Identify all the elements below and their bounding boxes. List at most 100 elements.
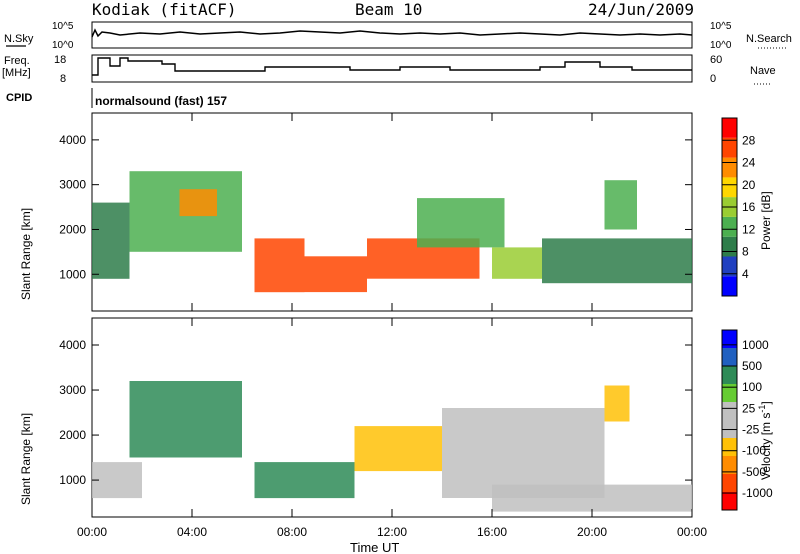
power-region-2 bbox=[179, 189, 217, 217]
power-colorbar-tick-label-1: 8 bbox=[742, 245, 749, 259]
power-ytick-label-0: 1000 bbox=[59, 267, 86, 281]
xtick-label-2: 08:00 bbox=[277, 525, 307, 539]
power-region-7 bbox=[492, 247, 542, 279]
power-region-4 bbox=[304, 256, 367, 293]
vel-colorbar-seg-0 bbox=[722, 492, 737, 510]
power-colorbar-seg-1 bbox=[722, 256, 737, 277]
nsky-tick-low: 10^0 bbox=[52, 40, 74, 51]
cpid-label: CPID bbox=[6, 92, 32, 104]
xtick-label-3: 12:00 bbox=[377, 525, 407, 539]
vel-colorbar-seg-2 bbox=[722, 456, 737, 474]
freq-tick-high: 18 bbox=[54, 54, 66, 66]
vel-region-2 bbox=[254, 462, 355, 499]
vel-region-0 bbox=[92, 462, 142, 499]
xtick-label-1: 04:00 bbox=[177, 525, 207, 539]
xtick-label-6: 00:00 bbox=[677, 525, 707, 539]
power-y-axis: 1000 2000 3000 4000 bbox=[59, 133, 692, 281]
vel-colorbar-seg-7 bbox=[722, 366, 737, 384]
power-region-9 bbox=[604, 180, 637, 230]
vel-colorbar-seg-6 bbox=[722, 384, 737, 402]
nsky-panel: N.Sky 10^5 10^0 10^5 10^0 N.Search bbox=[4, 21, 792, 51]
vel-colorbar-seg-8 bbox=[722, 348, 737, 366]
velocity-colorbar-label: Velocity [m s-1] bbox=[757, 401, 773, 480]
power-colorbar-tick-label-0: 4 bbox=[742, 267, 749, 281]
xtick-label-4: 16:00 bbox=[477, 525, 507, 539]
power-colorbar-seg-7 bbox=[722, 137, 737, 158]
nsky-label: N.Sky bbox=[4, 33, 34, 45]
vel-colorbar-seg-3 bbox=[722, 438, 737, 456]
vel-region-3 bbox=[354, 426, 442, 472]
power-colorbar-tick-label-2: 12 bbox=[742, 222, 756, 236]
vel-colorbar-tick-label-7: -1000 bbox=[742, 486, 773, 500]
power-region-3 bbox=[254, 238, 305, 293]
power-colorbar: 4 8 12 16 20 24 28 bbox=[721, 117, 756, 297]
power-colorbar-tick-label-3: 16 bbox=[742, 200, 756, 214]
power-region-6 bbox=[417, 198, 505, 248]
xtick-label-0: 00:00 bbox=[77, 525, 107, 539]
vel-colorbar-tick-label-0: 1000 bbox=[742, 338, 769, 352]
nsearch-tick-low: 10^0 bbox=[710, 40, 732, 51]
velocity-panel: 1000 2000 3000 4000 Slant Range [km] 1000 50… bbox=[19, 317, 773, 518]
nsky-tick-high: 10^5 bbox=[52, 21, 74, 32]
nave-tick-low: 0 bbox=[710, 73, 716, 85]
velocity-y-axis: 1000 2000 3000 4000 bbox=[59, 338, 692, 487]
vel-colorbar-tick-label-4: -25 bbox=[742, 423, 760, 437]
vel-ytick-label-2: 3000 bbox=[59, 383, 86, 397]
cpid-value: normalsound (fast) 157 bbox=[95, 94, 227, 108]
beam-title: Beam 10 bbox=[355, 0, 422, 19]
vel-region-6 bbox=[492, 484, 692, 512]
nsearch-tick-high: 10^5 bbox=[710, 21, 732, 32]
power-region-8 bbox=[542, 238, 692, 284]
vel-colorbar-seg-9 bbox=[722, 330, 737, 348]
power-ylabel: Slant Range [km] bbox=[19, 208, 33, 300]
power-colorbar-seg-3 bbox=[722, 216, 737, 237]
freq-label-line2: [MHz] bbox=[2, 67, 31, 79]
vel-ytick-label-1: 2000 bbox=[59, 428, 86, 442]
vel-colorbar-tick-label-5: -100 bbox=[742, 444, 766, 458]
vel-region-1 bbox=[129, 381, 242, 458]
vel-colorbar-frame bbox=[721, 329, 738, 511]
vel-colorbar-seg-5 bbox=[722, 402, 737, 420]
power-colorbar-seg-8 bbox=[722, 118, 737, 138]
power-colorbar-tick-label-6: 28 bbox=[742, 133, 756, 147]
station-title: Kodiak (fitACF) bbox=[92, 0, 237, 19]
vel-ytick-label-3: 4000 bbox=[59, 338, 86, 352]
xtick-label-5: 20:00 bbox=[577, 525, 607, 539]
freq-tick-low: 8 bbox=[60, 73, 66, 85]
nsearch-label: N.Search bbox=[746, 33, 792, 45]
velocity-colorbar: 1000 500 100 25 -25 -100 -500 -1000 bbox=[721, 329, 773, 511]
power-ytick-label-3: 4000 bbox=[59, 133, 86, 147]
power-ytick-label-2: 3000 bbox=[59, 178, 86, 192]
time-axis: 00:00 04:00 08:00 12:00 16:00 20:00 00:00 bbox=[77, 113, 707, 539]
vel-colorbar-seg-4 bbox=[722, 420, 737, 438]
vel-colorbar-tick-label-3: 25 bbox=[742, 401, 756, 415]
x-axis-label: Time UT bbox=[350, 540, 399, 554]
freq-panel: Freq. [MHz] 18 8 60 0 Nave bbox=[2, 54, 776, 85]
vel-colorbar-tick-label-6: -500 bbox=[742, 465, 766, 479]
nave-tick-high: 60 bbox=[710, 54, 722, 66]
vel-colorbar-tick-label-2: 100 bbox=[742, 380, 762, 394]
power-colorbar-seg-0 bbox=[722, 276, 737, 296]
power-colorbar-seg-6 bbox=[722, 157, 737, 178]
power-colorbar-label: Power [dB] bbox=[759, 191, 773, 250]
date-title: 24/Jun/2009 bbox=[588, 0, 694, 19]
vel-colorbar-seg-1 bbox=[722, 474, 737, 492]
power-colorbar-tick-label-4: 20 bbox=[742, 178, 756, 192]
power-ytick-label-1: 2000 bbox=[59, 222, 86, 236]
power-panel: 1000 2000 3000 4000 Slant Range [km] 4 8 12 16… bbox=[19, 112, 773, 312]
velocity-ylabel: Slant Range [km] bbox=[19, 413, 33, 505]
vel-colorbar-tick-label-1: 500 bbox=[742, 359, 762, 373]
nave-label: Nave bbox=[750, 65, 776, 77]
freq-label-line1: Freq. bbox=[4, 55, 30, 67]
power-heatmap bbox=[92, 171, 692, 293]
velocity-heatmap bbox=[92, 381, 692, 512]
vel-region-4 bbox=[442, 408, 605, 498]
freq-trace bbox=[92, 57, 692, 76]
power-colorbar-tick-label-5: 24 bbox=[742, 156, 756, 170]
vel-ytick-label-0: 1000 bbox=[59, 473, 86, 487]
nsky-trace bbox=[91, 28, 693, 38]
power-colorbar-seg-2 bbox=[722, 236, 737, 257]
vel-region-5 bbox=[604, 385, 630, 422]
power-region-0 bbox=[92, 202, 130, 279]
